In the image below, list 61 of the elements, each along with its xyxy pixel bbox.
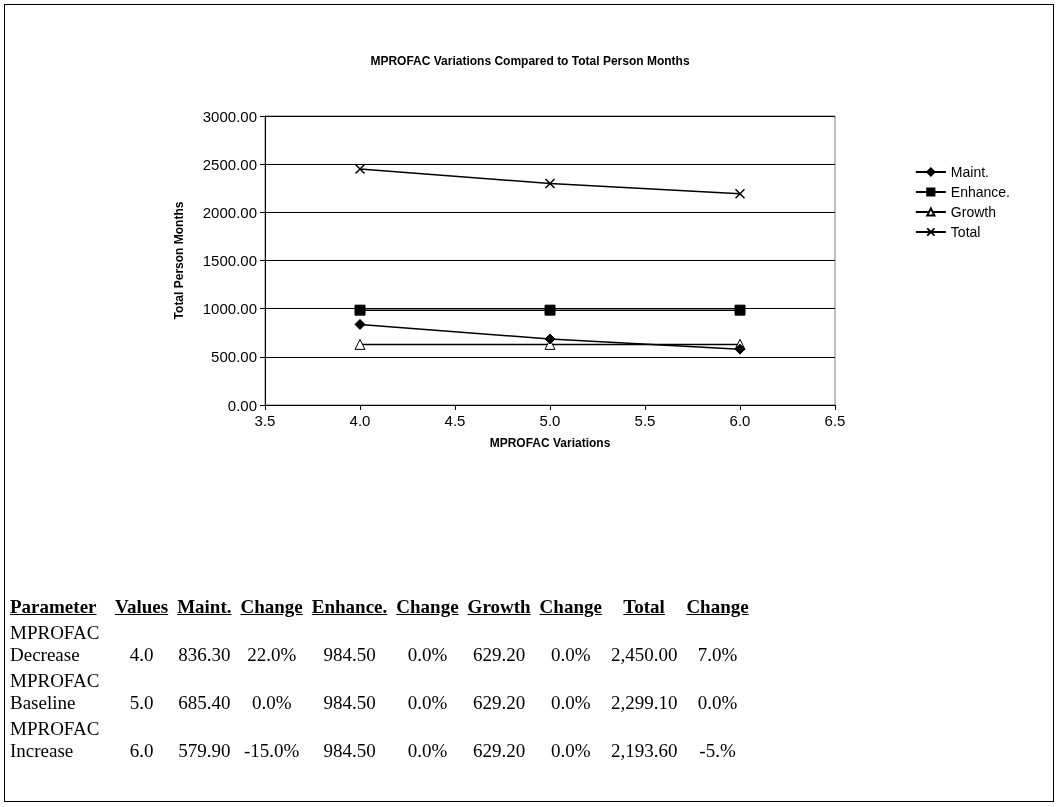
text: 0.0% — [250, 691, 293, 714]
text: 0.0% — [696, 691, 739, 714]
legend-label: Total — [950, 224, 981, 240]
y-tick-label: 2500.00 — [202, 155, 257, 173]
x-tick-label: 4.0 — [349, 412, 371, 429]
chart-title: MPROFAC Variations Compared to Total Person Months — [370, 54, 690, 68]
text: Enhance. — [311, 596, 389, 618]
text: Values — [115, 596, 170, 618]
y-tick-label: 0.00 — [227, 396, 257, 414]
text: Maint. — [177, 596, 233, 618]
text: 22.0% — [246, 643, 298, 666]
text: Parameter — [10, 596, 98, 618]
text: 579.90 — [177, 739, 232, 762]
text: 984.50 — [322, 643, 377, 666]
text: MPROFAC Baseline — [10, 669, 101, 714]
text: 2,450.00 — [610, 643, 679, 666]
text: -5.% — [698, 739, 737, 762]
text: Change — [396, 596, 460, 618]
text: 836.30 — [177, 643, 232, 666]
text: Change — [539, 596, 603, 618]
x-axis-title: MPROFAC Variations — [489, 436, 611, 450]
text: 0.0% — [406, 739, 449, 762]
text: Change — [240, 596, 304, 618]
legend-label: Maint. — [950, 164, 989, 180]
text: 685.40 — [177, 691, 232, 714]
text: 629.20 — [471, 691, 527, 714]
x-tick-label: 5.0 — [539, 412, 561, 429]
text: Total — [622, 596, 666, 618]
y-tick-label: 3000.00 — [202, 107, 257, 125]
x-tick-label: 6.0 — [729, 412, 751, 429]
text: 5.0 — [128, 691, 155, 714]
text: 629.20 — [471, 739, 527, 762]
x-tick-label: 6.5 — [824, 412, 846, 429]
x-tick-label: 3.5 — [254, 412, 276, 429]
y-axis-title: Total Person Months — [172, 201, 186, 320]
x-tick-label: 5.5 — [634, 412, 656, 429]
text: MPROFAC Decrease — [10, 621, 101, 666]
text: 4.0 — [128, 643, 155, 666]
text: 0.0% — [549, 643, 592, 666]
text: 2,299.10 — [610, 691, 679, 714]
text: 0.0% — [549, 691, 592, 714]
text: -15.0% — [242, 739, 301, 762]
text: Change — [686, 596, 750, 618]
text: 6.0 — [128, 739, 155, 762]
y-tick-label: 1500.00 — [202, 252, 257, 269]
text: MPROFAC Increase — [10, 717, 101, 762]
text: Growth — [467, 596, 532, 618]
x-tick-label: 4.5 — [444, 412, 466, 429]
text: 0.0% — [406, 643, 449, 666]
text: 2,193.60 — [610, 739, 679, 762]
text: 984.50 — [322, 739, 377, 762]
text: 629.20 — [471, 643, 527, 666]
text: 7.0% — [696, 643, 739, 666]
legend-label: Enhance. — [950, 184, 1011, 200]
y-tick-label: 2000.00 — [202, 203, 257, 221]
text: 0.0% — [406, 691, 449, 714]
text: 984.50 — [322, 691, 377, 714]
y-tick-label: 1000.00 — [202, 300, 257, 318]
text: 0.0% — [549, 739, 592, 762]
legend-label: Growth — [950, 204, 996, 220]
y-tick-label: 500.00 — [211, 348, 257, 366]
